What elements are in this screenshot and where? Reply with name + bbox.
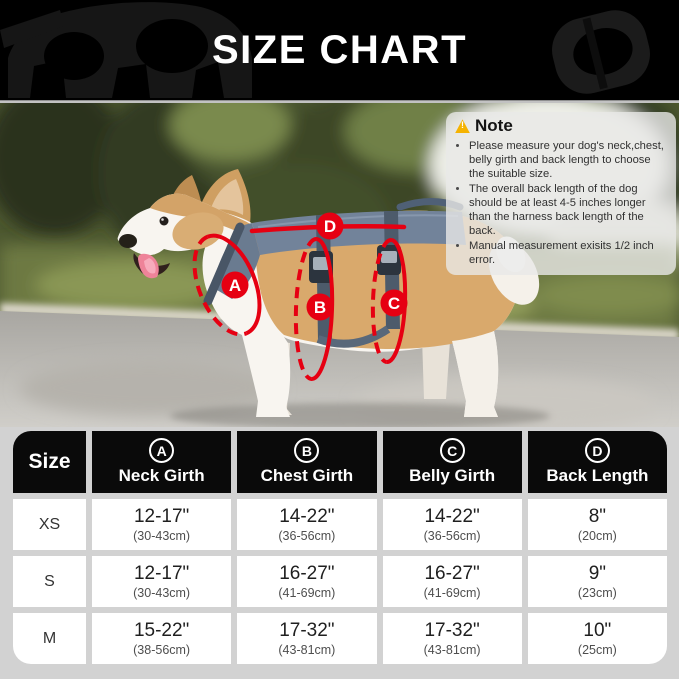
cell-xs-back: 8" (20cm) [527, 499, 667, 550]
warning-triangle-icon [455, 119, 470, 134]
svg-text:B: B [314, 298, 326, 317]
circled-letter-d: D [584, 438, 610, 463]
note-bullet: The overall back length of the dog shoul… [469, 182, 668, 238]
measurement-badge-b: B [306, 293, 334, 321]
neck-girth-ellipse [192, 233, 262, 337]
measurement-badges: A B C D [221, 212, 408, 321]
circled-letter-b: B [294, 438, 320, 463]
measurement-badge-a: A [221, 271, 249, 299]
cell-s-back: 9" (23cm) [527, 556, 667, 607]
size-label-s: S [13, 556, 86, 607]
circled-letter-c: C [439, 438, 465, 463]
cell-xs-belly: 14-22" (36-56cm) [382, 499, 522, 550]
size-table-section: Size A Neck Girth B Chest Girth C Belly … [0, 431, 679, 679]
size-label-xs: XS [13, 499, 86, 550]
size-label-m: M [13, 613, 86, 664]
cell-s-belly: 16-27" (41-69cm) [382, 556, 522, 607]
cell-xs-neck: 12-17" (30-43cm) [92, 499, 232, 550]
dog-photo: A B C D Note [0, 103, 679, 427]
column-header-neck-girth: A Neck Girth [92, 431, 232, 493]
dog-nose [119, 234, 137, 248]
note-box: Note Please measure your dog's neck,ches… [446, 112, 676, 275]
svg-text:A: A [229, 276, 241, 295]
cell-m-chest: 17-32" (43-81cm) [237, 613, 377, 664]
banner-separator [0, 100, 679, 103]
cell-s-neck: 12-17" (30-43cm) [92, 556, 232, 607]
cell-m-back: 10" (25cm) [527, 613, 667, 664]
note-title: Note [475, 116, 513, 135]
buckle-belly [377, 245, 401, 275]
note-bullet-list: Please measure your dog's neck,chest, be… [455, 139, 668, 267]
svg-text:D: D [324, 217, 336, 236]
cell-s-chest: 16-27" (41-69cm) [237, 556, 377, 607]
column-header-size: Size [13, 431, 86, 493]
column-header-back-length: D Back Length [527, 431, 667, 493]
cell-m-belly: 17-32" (43-81cm) [382, 613, 522, 664]
note-header: Note [455, 116, 668, 136]
cell-m-neck: 15-22" (38-56cm) [92, 613, 232, 664]
harness-silhouette-left [0, 2, 252, 99]
size-table: Size A Neck Girth B Chest Girth C Belly … [13, 431, 667, 664]
measurement-badge-c: C [380, 289, 408, 317]
svg-text:C: C [388, 294, 400, 313]
page-title: SIZE CHART [212, 27, 467, 72]
cell-xs-chest: 14-22" (36-56cm) [237, 499, 377, 550]
harness-silhouette-right [552, 10, 650, 94]
measurement-badge-d: D [316, 212, 344, 240]
dog-eye [159, 216, 169, 226]
note-bullet: Manual measurement exisits 1/2 inch erro… [469, 239, 668, 267]
column-header-belly-girth: C Belly Girth [382, 431, 522, 493]
circled-letter-a: A [149, 438, 175, 463]
banner: SIZE CHART [0, 0, 679, 100]
column-header-chest-girth: B Chest Girth [237, 431, 377, 493]
note-bullet: Please measure your dog's neck,chest, be… [469, 139, 668, 181]
